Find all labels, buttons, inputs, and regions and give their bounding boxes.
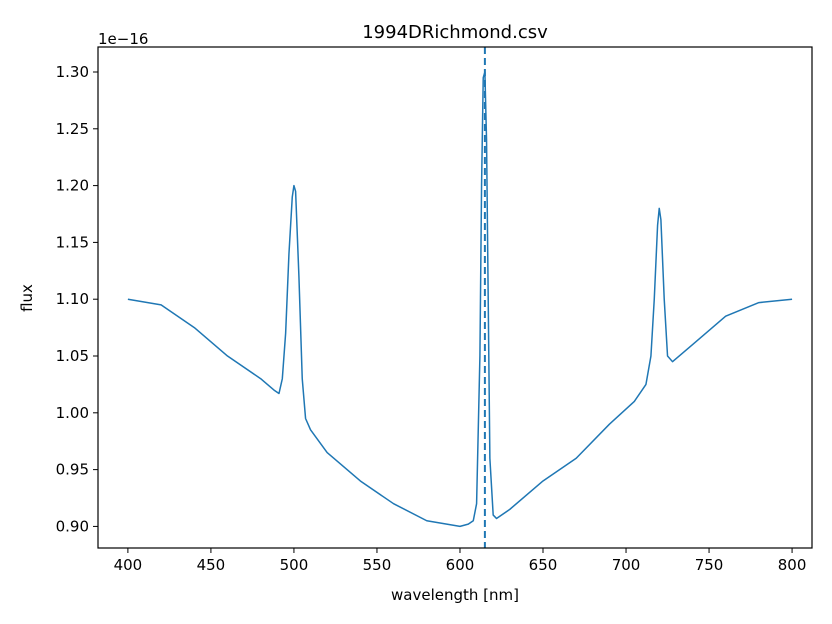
y-tick-label: 1.30 bbox=[56, 63, 89, 81]
x-tick-label: 600 bbox=[446, 556, 475, 574]
y-tick-label: 1.15 bbox=[56, 233, 89, 251]
y-tick-label: 1.20 bbox=[56, 177, 89, 195]
plot-area bbox=[127, 47, 793, 548]
y-tick-label: 1.25 bbox=[56, 120, 89, 138]
x-axis-label: wavelength [nm] bbox=[391, 586, 519, 604]
x-tick-label: 800 bbox=[778, 556, 807, 574]
x-tick-label: 400 bbox=[114, 556, 143, 574]
y-tick-label: 1.10 bbox=[56, 290, 89, 308]
x-tick-label: 450 bbox=[197, 556, 226, 574]
x-tick-label: 750 bbox=[695, 556, 724, 574]
series-line-0 bbox=[127, 71, 793, 528]
offset-text: 1e−16 bbox=[98, 30, 148, 48]
x-tick-label: 700 bbox=[612, 556, 641, 574]
y-tick-label: 0.90 bbox=[56, 517, 89, 535]
y-tick-label: 1.00 bbox=[56, 404, 89, 422]
chart-title: 1994DRichmond.csv bbox=[362, 22, 548, 43]
x-axis: 400 450 500 550 600 650 700 750 800 bbox=[114, 548, 807, 574]
x-tick-label: 550 bbox=[363, 556, 392, 574]
y-tick-label: 1.05 bbox=[56, 347, 89, 365]
x-tick-label: 500 bbox=[280, 556, 309, 574]
x-tick-label: 650 bbox=[529, 556, 558, 574]
plot-frame bbox=[97, 46, 813, 549]
y-tick-label: 0.95 bbox=[56, 461, 89, 479]
y-axis-label: flux bbox=[18, 284, 36, 312]
y-axis: 0.90 0.95 1.00 1.05 1.10 1.15 1.20 1.25 1.30 bbox=[56, 63, 98, 535]
